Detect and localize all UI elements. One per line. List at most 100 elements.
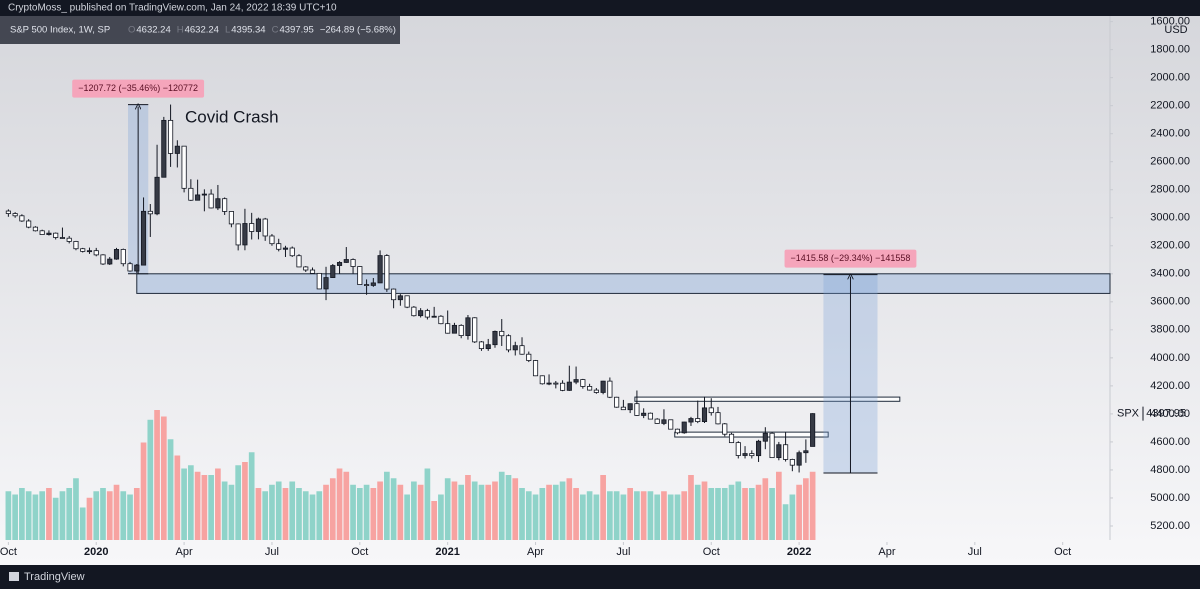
volume-bar <box>377 481 383 540</box>
candle-body <box>5 210 11 214</box>
volume-bar <box>654 494 661 540</box>
candle-body <box>742 453 748 456</box>
volume-bar <box>715 488 721 540</box>
volume-bar <box>343 471 350 540</box>
candle-body <box>330 265 336 278</box>
volume-bar <box>242 462 248 540</box>
volume-bar <box>384 471 390 540</box>
candle-body <box>512 345 518 351</box>
candle-body <box>769 432 775 459</box>
volume-bar <box>194 471 201 540</box>
candle-body <box>458 324 464 336</box>
candle-body <box>12 213 18 217</box>
volume-bar <box>532 494 539 540</box>
volume-bar <box>634 491 640 540</box>
candle-body <box>384 255 390 290</box>
volume-bar <box>573 488 579 540</box>
y-tick-label: 1800.00 <box>1150 44 1190 56</box>
volume-bar <box>127 494 133 540</box>
candle-body <box>316 272 322 290</box>
candle-body <box>445 323 451 334</box>
volume-bar <box>93 491 100 540</box>
volume-bar <box>160 416 167 540</box>
volume-bar <box>397 484 404 540</box>
candle-body <box>472 317 478 343</box>
candle-body <box>810 413 816 447</box>
candle-body <box>249 223 255 232</box>
candle-body <box>235 223 241 246</box>
volume-bar <box>769 488 775 540</box>
volume-bar <box>73 478 79 540</box>
volume-bar <box>688 475 694 540</box>
volume-bar <box>208 475 214 540</box>
candle-body <box>391 288 397 301</box>
volume-bar <box>302 491 309 540</box>
candle-body <box>93 250 99 256</box>
volume-bar <box>782 504 789 540</box>
candle-body <box>796 452 802 466</box>
candle-body <box>222 198 228 212</box>
candle-body <box>641 412 647 416</box>
volume-bar <box>255 488 262 540</box>
volume-bar <box>356 488 363 540</box>
candle-body <box>553 382 559 385</box>
candle-body <box>566 381 572 391</box>
candle-body <box>451 324 457 334</box>
volume-bar <box>417 484 424 540</box>
candle-body <box>188 187 194 201</box>
price-zone <box>136 273 1111 294</box>
volume-bar <box>444 478 451 540</box>
candle-body <box>168 119 174 154</box>
candle-body <box>303 266 309 271</box>
volume-bar <box>681 491 688 540</box>
volume-bar <box>100 488 106 540</box>
y-tick-label: 2600.00 <box>1150 156 1190 168</box>
y-tick-label: 4000.00 <box>1150 352 1190 364</box>
candle-body <box>120 249 126 265</box>
volume-bar <box>113 484 120 540</box>
candle-body <box>708 407 714 414</box>
candle-body <box>161 119 167 178</box>
volume-bar <box>289 481 296 540</box>
volume-bar <box>613 491 620 540</box>
candle-body <box>688 418 694 423</box>
volume-bar <box>174 455 181 540</box>
candle-body <box>465 317 471 336</box>
y-tick-label: 3600.00 <box>1150 296 1190 308</box>
volume-bar <box>154 410 160 540</box>
candle-body <box>424 310 430 318</box>
candle-body <box>668 419 674 430</box>
candle-body <box>228 211 234 225</box>
volume-bar <box>66 488 73 540</box>
candle-body <box>627 403 633 411</box>
volume-bar <box>512 478 519 540</box>
volume-bar <box>803 478 809 540</box>
candle-body <box>269 235 275 245</box>
volume-bar <box>336 468 343 540</box>
candle-body <box>174 145 180 154</box>
volume-bar <box>275 481 282 540</box>
y-tick-label: 3200.00 <box>1150 240 1190 252</box>
candle-body <box>255 218 262 232</box>
candle-body <box>404 295 410 308</box>
volume-bar <box>52 497 59 540</box>
last-price-symbol: SPX <box>1117 408 1140 420</box>
volume-bar <box>607 491 613 540</box>
volume-bar <box>627 488 633 540</box>
candle-body <box>370 282 376 286</box>
x-tick-label: Apr <box>176 546 193 558</box>
candle-body <box>573 379 579 383</box>
measure-label-box <box>784 249 917 268</box>
volume-bar <box>600 475 606 540</box>
volume-bar <box>755 484 762 540</box>
candle-body <box>73 241 79 250</box>
legend-background <box>0 16 400 44</box>
candle-body <box>803 450 809 454</box>
candle-body <box>377 255 383 284</box>
volume-bar <box>478 484 485 540</box>
candle-body <box>546 382 552 385</box>
currency: USD <box>1164 24 1187 36</box>
candle-body <box>492 330 498 346</box>
volume-bar <box>661 491 667 540</box>
candle-body <box>756 440 762 457</box>
